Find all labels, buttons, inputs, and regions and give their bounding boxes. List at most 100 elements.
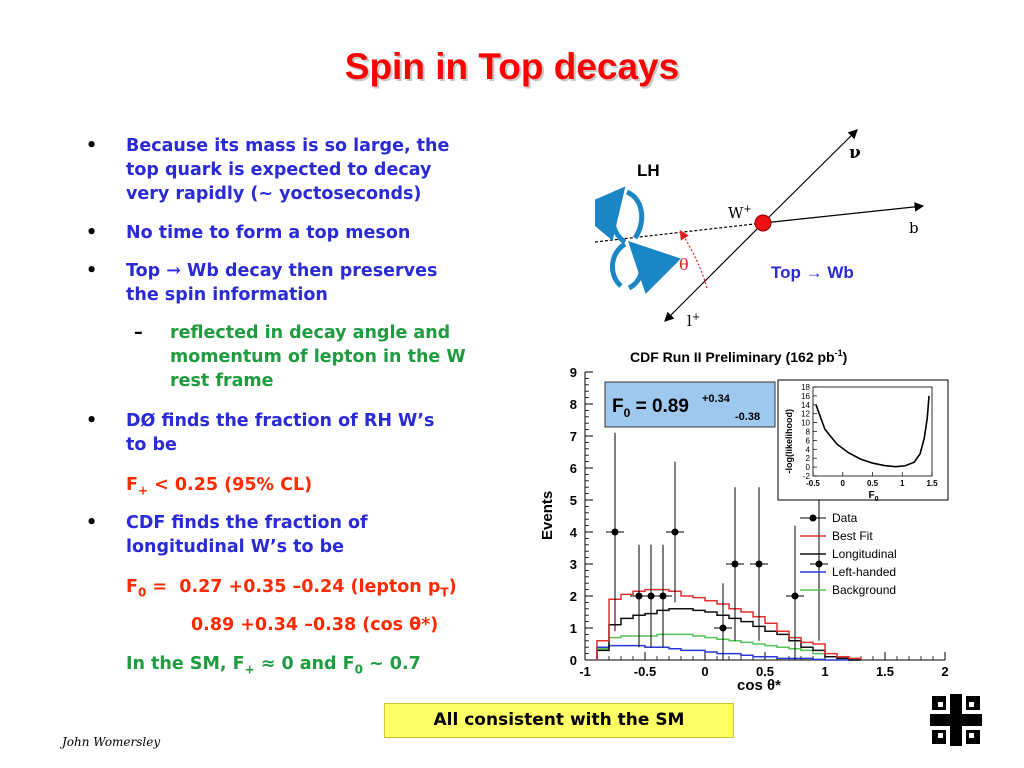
spin-rotation-icon [610,241,627,288]
spin-rotation-icon [595,186,627,245]
x-tick-label: -0.5 [634,664,656,679]
x-axis-label: cos θ* [737,677,781,694]
bullet-text-line: top quark is expected to decay [126,160,432,180]
data-point [611,528,619,536]
footer-author: John Womersley [62,735,161,749]
spin-axis-line [595,222,764,243]
bullet-text-line: DØ finds the fraction of RH W’s [126,411,435,431]
data-point [659,592,667,600]
bullet-text-line: to be [126,435,177,455]
inset-x-tick-label: 1 [900,479,905,488]
inset-y-tick-label: 0 [806,463,811,472]
x-tick-label: 1 [821,664,828,679]
b-quark-line [762,202,925,224]
inset-x-tick-label: 0 [841,479,846,488]
lepton-line [664,222,764,322]
y-tick-label: 5 [570,493,577,508]
sub-bullet-line: rest frame [170,371,274,391]
inset-y-tick-label: 14 [801,401,810,410]
lepton-label: l+ [687,312,700,330]
background-histogram [596,633,861,661]
inset-y-tick-label: 4 [806,445,811,454]
bullet-marker: • [86,136,98,156]
y-tick-label: 1 [570,621,577,636]
bullet-text-line: the spin information [126,285,328,305]
legend-label: Background [832,583,896,597]
y-tick-label: 9 [570,365,577,380]
y-tick-label: 6 [570,461,577,476]
fit-result-box: F0 = 0.89 +0.34 -0.38 [604,381,776,428]
bullet-text-line: very rapidly (~ yoctoseconds) [126,184,422,204]
chart-title: CDF Run II Preliminary (162 pb-1) [630,348,847,365]
inset-y-tick-label: 16 [801,392,810,401]
cdf-histogram-chart: CDF Run II Preliminary (162 pb-1) 0 1 2 3 4 5… [530,340,1000,698]
svg-text:-0.38: -0.38 [735,411,760,423]
w-vertex-dot [754,214,772,232]
x-tick-label: 1.5 [876,664,894,679]
neutrino-line [762,129,858,224]
y-tick-label: 8 [570,397,577,412]
f0-cos-theta: 0.89 +0.34 –0.38 (cos θ*) [191,615,439,635]
left-handed-histogram [596,644,861,661]
legend-label: Longitudinal [832,547,897,561]
data-point [755,560,763,568]
fermilab-logo [930,694,982,746]
b-label: b [909,219,919,237]
data-point [671,528,679,536]
bullet-text-line: Because its mass is so large, the [126,136,450,156]
data-point [731,560,739,568]
top-wb-label: Top → Wb [771,263,854,282]
sub-bullet-line: momentum of lepton in the W [170,347,466,367]
bullet-marker: • [86,411,98,431]
inset-x-tick-label: -0.5 [806,479,820,488]
inset-y-tick-label: 8 [806,428,811,437]
spin-rotation-icon [625,189,645,240]
longitudinal-histogram [596,608,861,661]
f0-lepton-pt: F0 = 0.27 +0.35 –0.24 (lepton pT) [126,577,457,600]
bullet-text-line: CDF finds the fraction of [126,513,368,533]
theta-label: θ [679,255,689,274]
conclusion-box: All consistent with the SM [384,703,734,738]
data-point [635,592,643,600]
likelihood-curve [815,395,930,468]
svg-text:F0 = 0.89: F0 = 0.89 [612,396,689,420]
lh-label: LH [637,161,660,180]
best-fit-histogram [596,588,862,660]
data-point [719,624,727,632]
data-point [647,592,655,600]
bullet-marker: • [86,223,98,243]
inset-y-tick-label: 10 [801,419,810,428]
y-tick-label: 2 [570,589,577,604]
y-tick-label: 0 [570,653,577,668]
f-plus-limit: F+ < 0.25 (95% CL) [126,475,313,498]
inset-y-tick-label: 2 [806,454,811,463]
inset-x-tick-label: 0.5 [867,479,879,488]
nu-label: ν [849,143,861,163]
legend-label: Best Fit [832,529,873,543]
y-tick-label: 3 [570,557,577,572]
legend-label: Data [832,511,858,525]
inset-y-axis-label: -log(likelihood) [784,409,794,474]
decay-diagram: LH W+ b ν l+ θ Top → Wb [595,129,925,330]
sub-bullet-line: reflected in decay angle and [170,323,451,343]
svg-text:+0.34: +0.34 [702,393,731,405]
inset-x-axis-label: F0 [869,490,879,503]
theta-arc [679,229,708,289]
data-point [815,560,823,568]
slide-title: Spin in Top decays [344,46,680,87]
x-tick-label: 0 [701,664,708,679]
bullet-text: No time to form a top meson [126,223,411,243]
legend-label: Left-handed [832,565,896,579]
bullet-marker: • [86,261,98,281]
inset-y-tick-label: 6 [806,436,811,445]
spin-rotation-icon [627,240,681,294]
bullet-text-line: longitudinal W’s to be [126,537,345,557]
x-tick-label: 0.5 [756,664,774,679]
x-tick-label: 2 [941,664,948,679]
data-point [791,592,799,600]
legend-data-marker [809,514,817,522]
inset-x-tick-label: 1.5 [926,479,938,488]
y-tick-label: 4 [570,525,578,540]
